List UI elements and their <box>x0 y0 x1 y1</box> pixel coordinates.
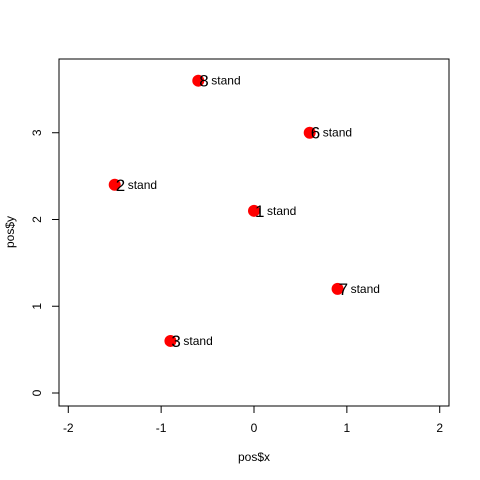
data-point-marker <box>192 74 205 87</box>
x-tick-label: -1 <box>156 421 167 435</box>
data-point-number: 2 <box>116 176 125 195</box>
x-tick-label: 1 <box>344 421 351 435</box>
y-axis: 0 1 2 3 <box>30 129 60 396</box>
data-point-label: stand <box>183 334 212 348</box>
x-tick-label: 2 <box>436 421 443 435</box>
data-point-number: 3 <box>171 332 180 351</box>
data-point-number: 1 <box>255 202 264 221</box>
x-axis-label: pos$x <box>238 450 270 464</box>
x-axis: -2 -1 0 1 2 <box>63 405 443 435</box>
data-point-marker <box>108 178 121 191</box>
data-point-number: 6 <box>311 124 320 143</box>
data-point-label: stand <box>267 204 296 218</box>
y-axis-label: pos$y <box>3 216 17 248</box>
x-tick-label: 0 <box>251 421 258 435</box>
data-point-marker <box>331 282 344 295</box>
data-point-label: stand <box>323 126 352 140</box>
data-point-marker <box>164 334 177 347</box>
data-point-label: stand <box>128 178 157 192</box>
data-point-label: stand <box>351 282 380 296</box>
x-tick-label: -2 <box>63 421 74 435</box>
y-tick-label: 0 <box>30 389 44 396</box>
y-tick-label: 1 <box>30 303 44 310</box>
data-point-label: stand <box>211 74 240 88</box>
y-tick-label: 2 <box>30 216 44 223</box>
data-point-number: 8 <box>199 72 208 91</box>
data-point-marker <box>303 126 316 139</box>
data-point-marker <box>248 204 260 217</box>
plot-frame <box>58 58 450 407</box>
data-point-number: 7 <box>339 280 348 299</box>
y-tick-label: 3 <box>30 129 44 136</box>
